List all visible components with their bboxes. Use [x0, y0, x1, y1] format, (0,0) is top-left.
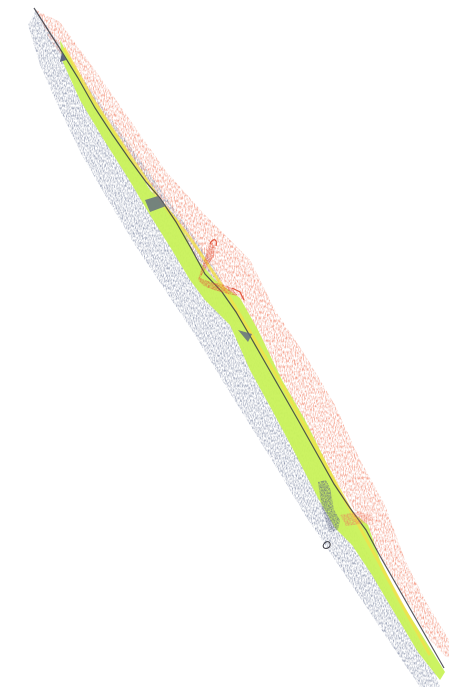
blue-figure [318, 480, 374, 549]
yellow-green-band [60, 40, 445, 680]
ridge-line [33, 7, 445, 669]
red-figure [198, 239, 245, 301]
